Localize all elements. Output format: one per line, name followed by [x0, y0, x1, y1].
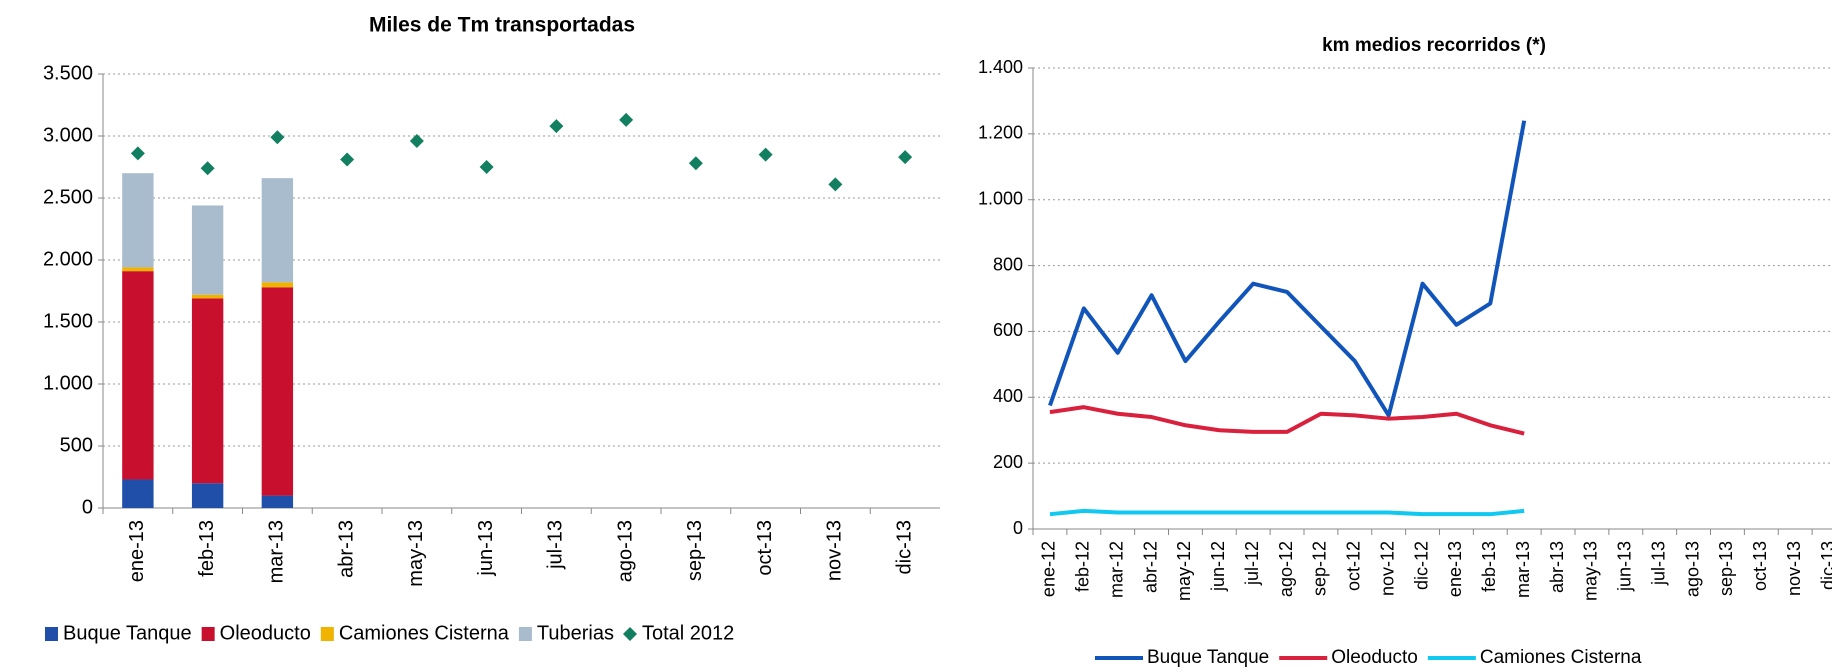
legend-label: Camiones Cisterna — [339, 622, 510, 644]
x-tick-label: mar-12 — [1106, 541, 1126, 598]
bar-segment — [191, 483, 224, 508]
legend-label: Tuberias — [537, 622, 614, 644]
y-tick-label: 1.000 — [43, 372, 93, 394]
x-tick-label: may-13 — [1581, 541, 1601, 601]
legend-label: Buque Tanque — [1147, 647, 1269, 668]
total-marker — [898, 150, 913, 165]
legend-label: Oleoducto — [220, 622, 311, 644]
x-tick-label: ene-13 — [126, 520, 148, 582]
bar-segment — [261, 495, 294, 508]
legend-swatch — [518, 627, 532, 641]
x-tick-label: ene-13 — [1445, 541, 1465, 597]
x-tick-label: jun-13 — [475, 520, 497, 577]
x-tick-label: jul-13 — [545, 520, 567, 570]
x-tick-label: ene-12 — [1039, 541, 1059, 597]
legend-label: Camiones Cisterna — [1480, 647, 1642, 668]
total-marker — [479, 160, 494, 174]
x-tick-label: sep-12 — [1310, 541, 1330, 596]
legend-swatch — [45, 627, 58, 641]
x-tick-label: jul-12 — [1242, 541, 1262, 586]
line-series — [1049, 405, 1525, 436]
bar-segment — [191, 298, 224, 484]
y-tick-label: 3.000 — [43, 124, 93, 146]
x-tick-label: oct-13 — [1750, 541, 1770, 591]
x-tick-label: ago-13 — [614, 520, 636, 582]
x-tick-label: may-13 — [405, 520, 427, 587]
y-tick-label: 1.400 — [978, 57, 1023, 77]
y-tick-label: 800 — [993, 254, 1023, 274]
total-marker — [200, 161, 215, 176]
x-tick-label: feb-13 — [1479, 541, 1499, 592]
x-tick-label: sep-13 — [684, 520, 706, 581]
total-marker — [758, 147, 773, 162]
chart-title: Miles de Tm transportadas — [369, 14, 635, 37]
legend-label: Oleoducto — [1331, 647, 1418, 668]
x-tick-label: oct-13 — [754, 520, 776, 576]
bar-segment — [191, 294, 224, 299]
total-marker — [340, 152, 355, 167]
x-tick-label: ago-12 — [1276, 541, 1296, 597]
bar-segment — [261, 178, 294, 283]
y-tick-label: 1.000 — [978, 188, 1023, 208]
x-tick-label: feb-12 — [1073, 541, 1093, 592]
total-marker — [270, 130, 285, 145]
bar-segment — [261, 282, 294, 288]
y-tick-label: 200 — [993, 452, 1023, 472]
chart-title: km medios recorridos (*) — [1322, 35, 1546, 56]
y-tick-label: 1.500 — [43, 310, 93, 332]
x-tick-label: may-12 — [1174, 541, 1194, 601]
total-marker — [409, 133, 424, 148]
x-tick-label: dic-13 — [893, 520, 915, 574]
x-tick-label: mar-13 — [1513, 541, 1533, 598]
y-tick-label: 3.500 — [43, 62, 93, 84]
bar-segment — [191, 205, 224, 295]
x-tick-label: mar-13 — [266, 520, 288, 583]
legend-label: Total 2012 — [642, 622, 734, 644]
line-series — [1048, 120, 1527, 418]
bar-segment — [122, 479, 154, 508]
total-marker — [688, 156, 703, 171]
x-tick-label: sep-13 — [1716, 541, 1736, 596]
legend-swatch — [320, 627, 334, 641]
bar-segment — [122, 173, 154, 268]
y-tick-label: 2.000 — [43, 248, 93, 270]
bar-segment — [261, 287, 294, 496]
bar-segment — [122, 267, 154, 272]
y-tick-label: 400 — [993, 386, 1023, 406]
y-tick-label: 600 — [993, 320, 1023, 340]
x-tick-label: jun-13 — [1615, 541, 1635, 592]
x-tick-label: dic-12 — [1411, 541, 1431, 590]
x-tick-label: dic-13 — [1818, 541, 1832, 590]
line-series — [1049, 508, 1525, 517]
y-tick-label: 2.500 — [43, 186, 93, 208]
total-marker — [619, 112, 634, 127]
legend-label: Buque Tanque — [63, 622, 192, 644]
x-tick-label: abr-13 — [1547, 541, 1567, 593]
x-tick-label: oct-12 — [1344, 541, 1364, 591]
x-tick-label: feb-13 — [196, 520, 218, 577]
x-tick-label: jun-12 — [1208, 541, 1228, 592]
y-tick-label: 0 — [1013, 518, 1023, 538]
total-marker — [549, 119, 564, 134]
x-tick-label: jul-13 — [1648, 541, 1668, 586]
y-tick-label: 500 — [60, 434, 93, 456]
x-tick-label: abr-12 — [1140, 541, 1160, 593]
x-tick-label: nov-13 — [1784, 541, 1804, 596]
y-tick-label: 0 — [82, 496, 93, 518]
x-tick-label: nov-13 — [824, 520, 846, 581]
x-tick-label: ago-13 — [1682, 541, 1702, 597]
legend-swatch — [201, 627, 215, 641]
y-tick-label: 1.200 — [978, 123, 1023, 143]
bar-segment — [122, 271, 154, 480]
total-marker — [130, 146, 145, 161]
x-tick-label: abr-13 — [335, 520, 357, 578]
x-tick-label: nov-12 — [1377, 541, 1397, 596]
total-marker — [828, 177, 843, 192]
legend-swatch — [622, 627, 637, 641]
